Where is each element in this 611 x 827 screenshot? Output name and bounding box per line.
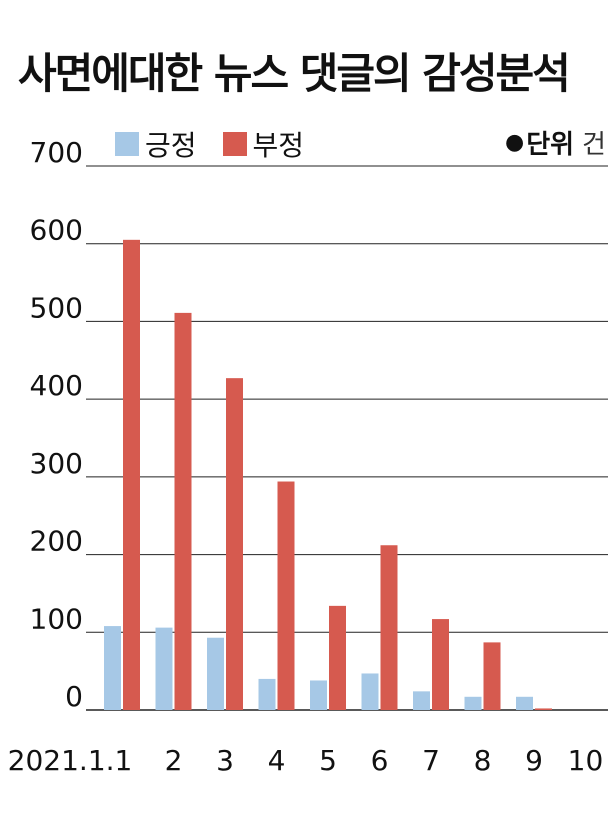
y-tick-label: 600 [30,214,83,247]
bar-negative [432,619,449,710]
unit-note: ● 단위 건 [505,124,606,161]
bar-negative [535,708,552,710]
bar-positive [361,673,379,710]
y-tick-label: 400 [30,369,83,402]
legend-item-negative: 부정 [222,124,305,164]
bar-positive [258,678,276,710]
bar-positive [104,626,121,710]
y-tick-label: 500 [30,291,83,324]
legend: 긍정 부정 [115,124,330,164]
bar-positive [516,696,533,710]
legend-label-negative: 부정 [252,129,305,162]
y-tick-label: 200 [30,525,83,558]
bar-positive [310,680,327,710]
x-tick-label: 4 [268,744,286,777]
x-tick-label: 2021.1.1 [8,744,133,777]
bar-negative [483,642,501,710]
bar-negative [226,378,243,710]
chart-title: 사면에대한 뉴스 댓글의 감성분석 [18,49,571,98]
legend-swatch-positive [115,132,139,156]
y-tick-label: 0 [65,680,83,713]
x-tick-label: 7 [422,744,440,777]
bar-positive [207,637,224,710]
y-tick-label: 300 [30,447,83,480]
bar-negative [277,481,295,710]
unit-value: 건 [582,130,606,160]
bar-negative [380,545,398,710]
x-tick-label: 6 [371,744,389,777]
x-tick-label: 9 [525,744,543,777]
x-tick-label: 5 [319,744,337,777]
bar-negative [174,312,192,710]
x-tick-label: 10 [568,744,604,777]
legend-label-positive: 긍정 [145,129,197,162]
bullet-icon: ● [505,130,525,155]
y-tick-label: 100 [30,602,83,635]
bar-positive [464,696,482,710]
x-tick-label: 8 [474,744,492,777]
bar-negative [329,605,346,710]
bar-positive [413,691,430,710]
y-tick-label: 700 [30,136,83,169]
unit-label: 단위 [526,130,575,160]
bar-positive [155,627,173,710]
legend-item-positive: 긍정 [115,124,197,164]
bar-negative [123,239,140,711]
x-tick-label: 3 [216,744,234,777]
x-tick-label: 2 [165,744,183,777]
legend-swatch-negative [222,132,247,156]
